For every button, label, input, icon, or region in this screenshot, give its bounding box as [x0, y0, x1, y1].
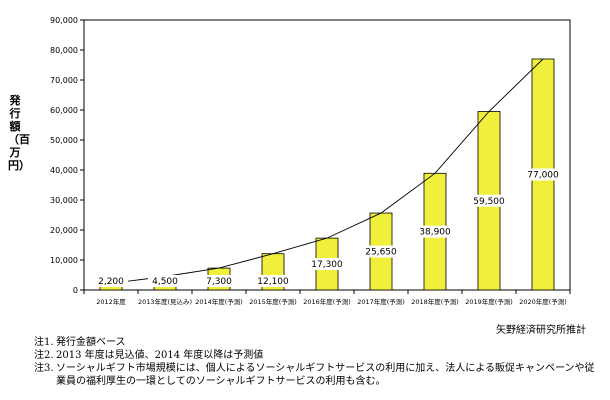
- data-label-bg: [148, 275, 182, 287]
- data-label-bg: [415, 225, 455, 238]
- bar-chart: 0 10,000 20,000 30,000 40,000 50,000 60,000 70,…: [50, 16, 571, 306]
- y-axis-label: 発行額（百万円）: [8, 94, 30, 172]
- chart-area: 0 10,000 20,000 30,000 40,000 50,000 60,000 70,…: [8, 16, 571, 306]
- data-label: 4,500: [152, 277, 178, 287]
- note-text: 発行金額ベース: [56, 337, 126, 348]
- x-tick-label: 2015年度(予測): [249, 297, 297, 306]
- data-label-bg: [523, 168, 563, 181]
- x-tick-label: 2020年度(予測): [519, 297, 567, 306]
- data-label: 17,300: [311, 260, 343, 270]
- data-label: 38,900: [419, 228, 451, 238]
- note-label: 注3.: [34, 363, 54, 374]
- x-tick-label: 2018年度(予測): [411, 297, 459, 306]
- note-item: 注3. ソーシャルギフト市場規模には、個人によるソーシャルギフトサービスの利用に…: [34, 362, 604, 388]
- x-tick-label: 2019年度(予測): [465, 297, 513, 306]
- y-tick-label: 0: [73, 286, 78, 295]
- data-label: 7,300: [206, 277, 232, 287]
- y-tick-label: 70,000: [50, 76, 78, 85]
- y-tick-label: 90,000: [50, 16, 78, 25]
- data-label-bg: [469, 194, 509, 207]
- data-label: 2,200: [98, 277, 124, 287]
- data-label-bg: [361, 245, 401, 258]
- data-label-bg: [253, 275, 293, 287]
- y-tick-label: 40,000: [50, 166, 78, 175]
- x-tick-label: 2016年度(予測): [303, 297, 351, 306]
- data-label: 25,650: [365, 248, 397, 258]
- note-label: 注2.: [34, 350, 54, 361]
- x-tick-label: 2012年度: [96, 297, 126, 306]
- note-item: 注1. 発行金額ベース: [34, 336, 604, 349]
- x-tick-label: 2013年度(見込み): [138, 297, 192, 306]
- x-tick-label: 2014年度(予測): [195, 297, 243, 306]
- data-label-bg: [307, 258, 347, 271]
- y-tick-label: 20,000: [50, 226, 78, 235]
- trend-line: [110, 58, 544, 284]
- note-label: 注1.: [34, 337, 54, 348]
- note-item: 注2. 2013 年度は見込値、2014 年度以降は予測値: [34, 349, 604, 362]
- y-tick-label: 30,000: [50, 196, 78, 205]
- y-tick-label: 10,000: [50, 256, 78, 265]
- data-label: 12,100: [257, 277, 289, 287]
- y-tick-label: 80,000: [50, 46, 78, 55]
- data-label: 77,000: [527, 171, 559, 181]
- data-label: 59,500: [473, 197, 505, 207]
- data-label-bg: [94, 275, 128, 287]
- x-tick-label: 2017年度(予測): [357, 297, 405, 306]
- notes-list: 注1. 発行金額ベース 注2. 2013 年度は見込値、2014 年度以降は予測…: [34, 336, 604, 388]
- source-credit: 矢野経済研究所推計: [496, 325, 586, 336]
- note-text: 2013 年度は見込値、2014 年度以降は予測値: [56, 350, 264, 361]
- y-tick-label: 60,000: [50, 106, 78, 115]
- note-text: ソーシャルギフト市場規模には、個人によるソーシャルギフトサービスの利用に加え、法…: [56, 363, 595, 387]
- data-label-bg: [202, 275, 236, 287]
- y-tick-label: 50,000: [50, 136, 78, 145]
